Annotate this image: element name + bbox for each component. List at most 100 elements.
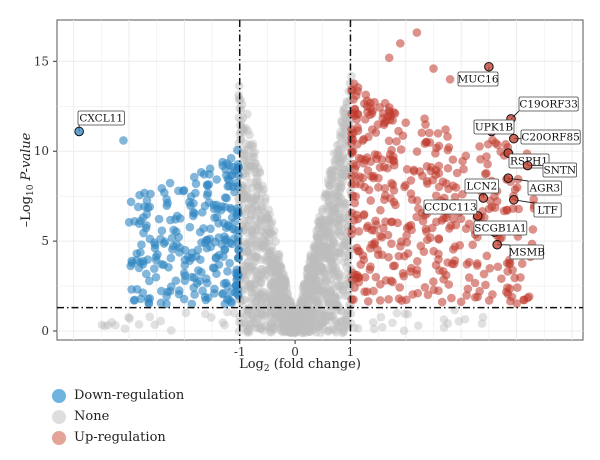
data-point-none xyxy=(301,311,311,321)
data-point-none xyxy=(312,285,321,295)
gene-label-text: UPK1B xyxy=(475,122,513,134)
data-point-none xyxy=(304,320,313,329)
data-point-none xyxy=(313,297,323,306)
data-point-none xyxy=(257,299,266,309)
data-point-none xyxy=(316,328,325,337)
data-point-none xyxy=(251,235,261,245)
data-point-none xyxy=(260,214,270,224)
data-point-none xyxy=(312,300,322,309)
data-point-none xyxy=(302,326,311,336)
data-point-none xyxy=(336,216,345,225)
data-point-none xyxy=(303,290,312,299)
data-point-none xyxy=(298,299,308,309)
data-point-down xyxy=(180,261,190,270)
data-point-none xyxy=(309,314,318,324)
data-point-none xyxy=(319,246,329,256)
data-point-none xyxy=(253,181,263,190)
data-point-down xyxy=(205,164,215,173)
data-point-none xyxy=(277,290,287,299)
data-point-none xyxy=(275,295,285,305)
data-point-none xyxy=(313,282,323,292)
data-point-none xyxy=(242,326,252,335)
data-point-none xyxy=(299,310,308,319)
data-point-none xyxy=(339,285,348,295)
data-point-none xyxy=(263,247,272,257)
data-point-up xyxy=(450,256,460,265)
data-point-none xyxy=(343,236,352,245)
data-point-none xyxy=(241,310,251,320)
data-point-up xyxy=(443,258,452,267)
data-point-none xyxy=(316,219,325,228)
data-point-none xyxy=(306,279,316,288)
data-point-none xyxy=(286,316,295,326)
highlighted-gene-point xyxy=(492,239,502,250)
data-point-none xyxy=(330,252,340,262)
data-point-down xyxy=(233,232,243,242)
data-point-none xyxy=(310,264,320,274)
data-point-none xyxy=(266,285,275,295)
data-point-none xyxy=(269,322,278,332)
data-point-none xyxy=(340,171,349,180)
data-point-none xyxy=(326,175,336,184)
data-point-up xyxy=(374,173,383,183)
data-point-none xyxy=(298,303,308,313)
data-point-none xyxy=(324,232,333,242)
data-point-none xyxy=(335,213,344,222)
data-point-none xyxy=(325,289,335,298)
data-point-down xyxy=(145,202,155,212)
data-point-none xyxy=(319,225,329,234)
data-point-none xyxy=(332,319,342,329)
data-point-none xyxy=(249,195,258,204)
data-point-none xyxy=(268,268,277,278)
data-point-none xyxy=(279,327,288,336)
data-point-down xyxy=(162,194,171,204)
data-point-none xyxy=(309,253,318,263)
data-point-none xyxy=(292,321,302,330)
data-point-down xyxy=(211,252,221,262)
data-point-none xyxy=(295,322,305,331)
data-point-none xyxy=(317,285,326,295)
data-point-none xyxy=(328,236,338,246)
data-point-none xyxy=(300,315,309,324)
data-point-none xyxy=(302,269,312,278)
data-point-none xyxy=(338,153,348,163)
data-point-none xyxy=(254,271,263,281)
data-point-up xyxy=(456,214,466,224)
data-point-none xyxy=(266,251,276,261)
data-point-none xyxy=(304,313,314,323)
data-point-none xyxy=(284,322,294,331)
data-point-none xyxy=(297,311,307,321)
data-point-none xyxy=(334,155,343,165)
data-point-none xyxy=(251,226,261,236)
data-point-none xyxy=(241,239,251,249)
data-point-none xyxy=(239,285,248,294)
data-point-none xyxy=(300,286,310,295)
data-point-none xyxy=(241,123,250,133)
data-point-none xyxy=(294,315,304,325)
data-point-none xyxy=(321,247,330,256)
data-point-up xyxy=(370,150,380,159)
data-point-none xyxy=(332,257,342,266)
data-point-up xyxy=(492,197,502,206)
gene-label-box xyxy=(423,199,478,215)
data-point-none xyxy=(264,265,274,275)
gene-label-box xyxy=(542,162,577,178)
data-point-none xyxy=(260,270,270,280)
data-point-down xyxy=(203,188,213,198)
data-point-down xyxy=(141,269,151,279)
data-point-none xyxy=(335,290,344,300)
data-point-none xyxy=(244,314,254,324)
data-point-none xyxy=(297,307,307,317)
data-point-none xyxy=(247,230,257,240)
data-point-none xyxy=(298,328,307,337)
data-point-none xyxy=(243,326,253,336)
data-point-up xyxy=(508,265,517,275)
data-point-none xyxy=(312,280,322,290)
data-point-none xyxy=(310,286,320,295)
data-point-none xyxy=(307,275,317,285)
data-point-none xyxy=(339,105,348,114)
data-point-none xyxy=(246,211,256,221)
data-point-none xyxy=(343,258,353,267)
data-point-none xyxy=(282,307,291,316)
